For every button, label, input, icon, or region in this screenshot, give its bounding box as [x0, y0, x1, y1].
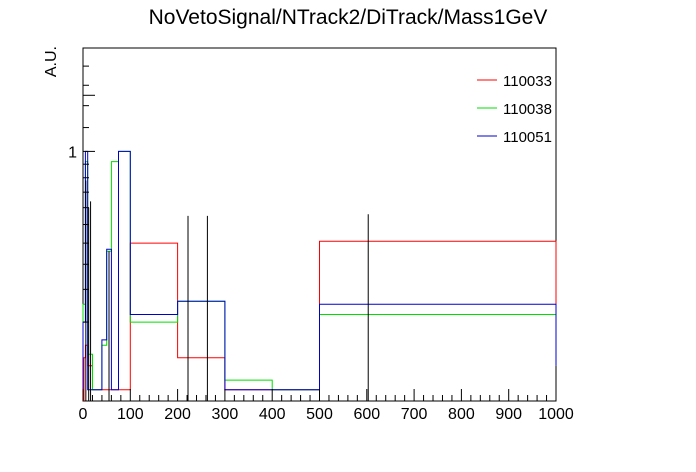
x-tick-label: 900 [495, 406, 522, 423]
x-tick-label: 800 [448, 406, 475, 423]
x-tick-label: 100 [117, 406, 144, 423]
x-tick-label: 400 [259, 406, 286, 423]
series-line-110051 [82, 150, 557, 401]
x-tick-label: 600 [353, 406, 380, 423]
x-tick-label: 700 [401, 406, 428, 423]
legend: 110033 110038 110051 [477, 73, 552, 146]
x-tick-label: 1000 [538, 406, 574, 423]
y-axis-label: A.U. [43, 46, 60, 77]
error-bars [83, 180, 369, 401]
x-tick-label: 300 [212, 406, 239, 423]
y-tick-label: 1 [68, 144, 77, 161]
series-layer [82, 150, 557, 401]
legend-label: 110051 [503, 129, 552, 146]
legend-label: 110033 [503, 73, 552, 90]
legend-label: 110038 [503, 101, 552, 118]
axes: 0 100 200 300 400 500 600 700 800 900 1000 1 [68, 47, 574, 423]
x-tick-label: 500 [306, 406, 333, 423]
chart-title: NoVetoSignal/NTrack2/DiTrack/Mass1GeV [149, 6, 548, 29]
x-tick-label: 0 [79, 406, 88, 423]
x-tick-label: 200 [164, 406, 191, 423]
